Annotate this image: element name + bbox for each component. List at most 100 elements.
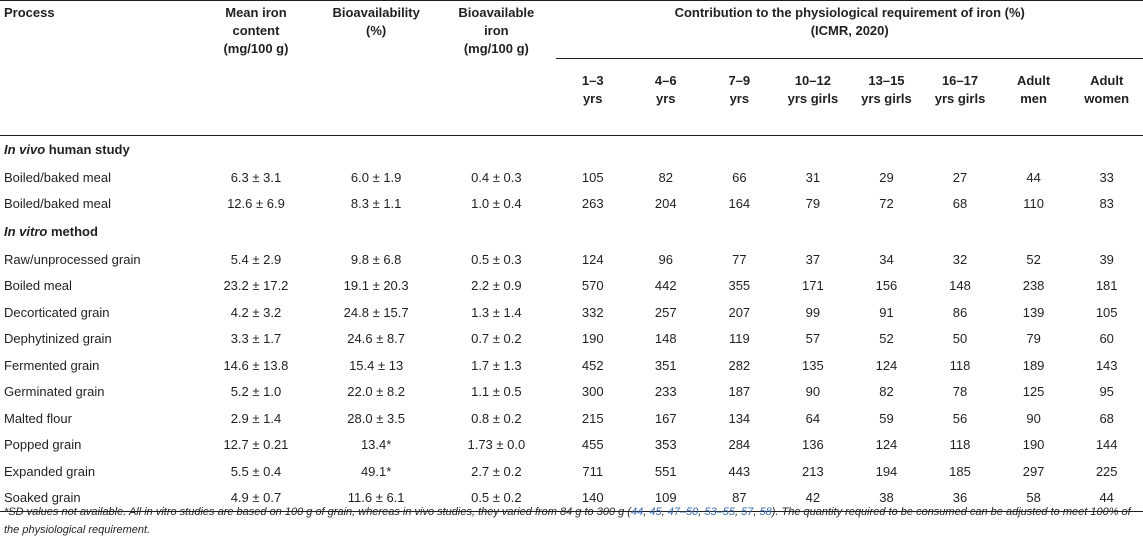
table-row: Popped grain 12.7 ± 0.21 13.4* 1.73 ± 0.0 45…: [0, 432, 1143, 459]
value-cell: 189: [1022, 357, 1045, 373]
value-cell: 4.2 ± 3.2: [230, 304, 282, 320]
value-cell: 570: [581, 278, 604, 294]
value-cell: 124: [581, 251, 604, 267]
value-cell: 23.2 ± 17.2: [223, 278, 289, 294]
section-row: In vitro method: [0, 218, 1143, 247]
age-group-header: Adult women: [1084, 73, 1130, 106]
value-cell: 60: [1099, 331, 1114, 347]
age-group-header: 13–15 yrs girls: [861, 73, 912, 106]
value-cell: 300: [581, 384, 604, 400]
table-body: In vivo human study Boiled/baked meal 6.3 …: [0, 136, 1143, 512]
value-cell: 83: [1099, 196, 1114, 212]
value-cell: 144: [1095, 437, 1118, 453]
value-cell: 86: [952, 304, 968, 320]
value-cell: 110: [1023, 196, 1044, 212]
table-row: Boiled/baked meal 12.6 ± 6.9 8.3 ± 1.1 1.0 …: [0, 191, 1143, 218]
value-cell: 99: [805, 304, 821, 320]
value-cell: 140: [581, 490, 604, 505]
value-cell: 13.4*: [360, 437, 392, 453]
value-cell: 0.7 ± 0.2: [471, 331, 522, 347]
value-cell: 14.6 ± 13.8: [223, 357, 289, 373]
value-cell: 355: [728, 278, 751, 294]
value-cell: 5.5 ± 0.4: [230, 463, 282, 479]
table-row: Malted flour 2.9 ± 1.4 28.0 ± 3.5 0.8 ± 0.2…: [0, 406, 1143, 433]
value-cell: 32: [952, 251, 968, 267]
age-group-header: 16–17 yrs girls: [934, 73, 986, 106]
value-cell: 204: [654, 196, 677, 212]
age-group-header: 1–3 yrs: [581, 73, 604, 106]
value-cell: 105: [581, 169, 604, 185]
value-cell: 6.3 ± 3.1: [230, 169, 282, 185]
process-cell: Malted flour: [4, 410, 72, 426]
value-cell: 455: [581, 437, 604, 453]
value-cell: 56: [952, 410, 968, 426]
value-cell: 37: [805, 251, 821, 267]
value-cell: 3.3 ± 1.7: [230, 331, 282, 347]
value-cell: 257: [654, 304, 677, 320]
mean-iron-header: Mean iron content (mg/100 g): [223, 5, 289, 56]
value-cell: 68: [1099, 410, 1114, 426]
table-row: Decorticated grain 4.2 ± 3.2 24.8 ± 15.7 1.…: [0, 300, 1143, 327]
value-cell: 109: [654, 490, 677, 505]
footnote-references: 44, 45, 47–50, 53–55, 57, 58: [630, 506, 772, 518]
value-cell: 124: [875, 357, 898, 373]
age-group-header: 10–12 yrs girls: [787, 73, 839, 106]
value-cell: 27: [952, 169, 968, 185]
value-cell: 125: [1022, 384, 1045, 400]
value-cell: 135: [802, 357, 824, 373]
value-cell: 72: [879, 196, 894, 212]
value-cell: 148: [654, 331, 677, 347]
value-cell: 2.2 ± 0.9: [471, 278, 522, 294]
value-cell: 68: [952, 196, 968, 212]
reference-link[interactable]: 57: [741, 506, 754, 518]
value-cell: 39: [1099, 251, 1114, 267]
value-cell: 284: [728, 437, 751, 453]
value-cell: 66: [732, 169, 747, 185]
value-cell: 79: [1026, 331, 1041, 347]
value-cell: 119: [728, 331, 750, 347]
process-cell: Expanded grain: [4, 463, 96, 479]
value-cell: 95: [1099, 384, 1114, 400]
value-cell: 31: [805, 169, 821, 185]
bioavailability-header: Bioavailability (%): [332, 5, 420, 38]
value-cell: 38: [879, 490, 894, 505]
table-row: Dephytinized grain 3.3 ± 1.7 24.6 ± 8.7 0.7…: [0, 326, 1143, 353]
value-cell: 263: [581, 196, 604, 212]
table-row: Expanded grain 5.5 ± 0.4 49.1* 2.7 ± 0.2 711…: [0, 459, 1143, 486]
age-group-header: 7–9 yrs: [728, 73, 751, 106]
table-row: Boiled/baked meal 6.3 ± 3.1 6.0 ± 1.9 0.4 ±…: [0, 165, 1143, 192]
value-cell: 36: [952, 490, 968, 505]
process-cell: Fermented grain: [4, 357, 100, 373]
value-cell: 213: [802, 463, 824, 479]
reference-link[interactable]: 58: [759, 506, 772, 518]
value-cell: 105: [1095, 304, 1118, 320]
section-row: In vivo human study: [0, 136, 1143, 165]
process-cell: Raw/unprocessed grain: [4, 251, 141, 267]
value-cell: 190: [1022, 437, 1045, 453]
value-cell: 124: [875, 437, 898, 453]
value-cell: 57: [805, 331, 821, 347]
value-cell: 82: [658, 169, 673, 185]
value-cell: 0.5 ± 0.3: [471, 251, 522, 267]
value-cell: 0.5 ± 0.2: [471, 490, 522, 505]
value-cell: 59: [879, 410, 894, 426]
reference-link[interactable]: 53–55: [704, 506, 736, 518]
value-cell: 187: [728, 384, 751, 400]
value-cell: 711: [582, 463, 604, 479]
value-cell: 181: [1095, 278, 1118, 294]
value-cell: 4.9 ± 0.7: [230, 490, 282, 505]
value-cell: 12.6 ± 6.9: [227, 196, 285, 212]
value-cell: 77: [732, 251, 747, 267]
value-cell: 34: [879, 251, 894, 267]
reference-link[interactable]: 47–50: [667, 506, 699, 518]
value-cell: 33: [1099, 169, 1114, 185]
value-cell: 185: [949, 463, 971, 479]
value-cell: 8.3 ± 1.1: [350, 196, 402, 212]
reference-link[interactable]: 45: [649, 506, 662, 518]
value-cell: 44: [1099, 490, 1114, 505]
value-cell: 82: [879, 384, 894, 400]
reference-link[interactable]: 44: [630, 506, 644, 518]
value-cell: 452: [581, 357, 604, 373]
value-cell: 90: [805, 384, 821, 400]
